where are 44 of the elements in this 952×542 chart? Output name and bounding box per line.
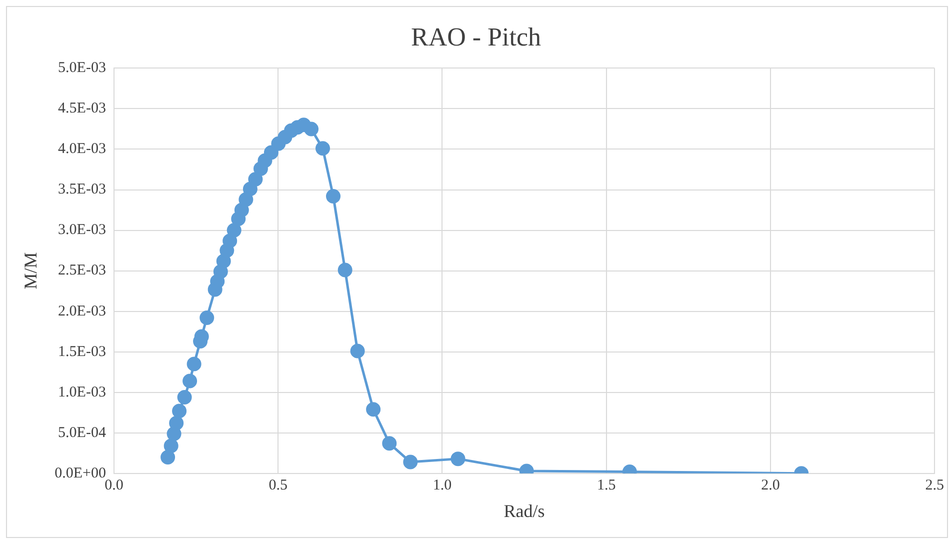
point xyxy=(366,402,381,417)
x-tick-label: 2.0 xyxy=(761,477,780,494)
y-tick-label: 2.0E-03 xyxy=(58,303,106,320)
y-tick-label: 1.0E-03 xyxy=(58,384,106,400)
point xyxy=(382,436,397,451)
y-tick-label: 1.5E-03 xyxy=(58,344,106,360)
point xyxy=(222,234,238,248)
y-tick-label: 5.0E-04 xyxy=(58,424,106,441)
x-tick-label: 2.5 xyxy=(925,477,944,494)
point xyxy=(338,262,352,278)
y-tick-label: 3.0E-03 xyxy=(58,222,106,238)
y-tick-label: 0.0E+00 xyxy=(54,465,106,482)
y-tick-label: 3.5E-03 xyxy=(58,182,106,198)
point xyxy=(238,192,254,207)
point xyxy=(186,356,202,372)
point xyxy=(234,202,249,218)
y-tick-label: 4.5E-03 xyxy=(58,100,106,117)
point xyxy=(226,223,242,238)
y-tick-label: 5.0E-03 xyxy=(58,60,106,76)
x-tick-label: 1.5 xyxy=(596,477,616,494)
point xyxy=(350,344,365,358)
point xyxy=(248,172,263,186)
point xyxy=(326,188,340,204)
point xyxy=(164,438,178,454)
chart-title: RAO - Pitch xyxy=(411,22,541,52)
x-axis-title: Rad/s xyxy=(504,500,545,521)
point xyxy=(450,452,466,466)
point xyxy=(315,141,330,156)
point xyxy=(172,404,187,418)
x-tick-label: 1.0 xyxy=(432,477,452,494)
point xyxy=(216,254,231,268)
point xyxy=(264,145,278,160)
point xyxy=(200,310,214,326)
y-tick-label: 4.0E-03 xyxy=(58,141,106,158)
point xyxy=(169,416,184,430)
point xyxy=(182,374,198,388)
point xyxy=(304,122,319,136)
point xyxy=(177,390,192,404)
point xyxy=(403,454,418,470)
y-axis-title: M/M xyxy=(20,252,41,290)
x-tick-label: 0.0 xyxy=(104,477,124,494)
x-tick-label: 0.5 xyxy=(268,477,288,494)
point xyxy=(160,450,176,464)
y-tick-label: 2.5E-03 xyxy=(58,262,106,279)
